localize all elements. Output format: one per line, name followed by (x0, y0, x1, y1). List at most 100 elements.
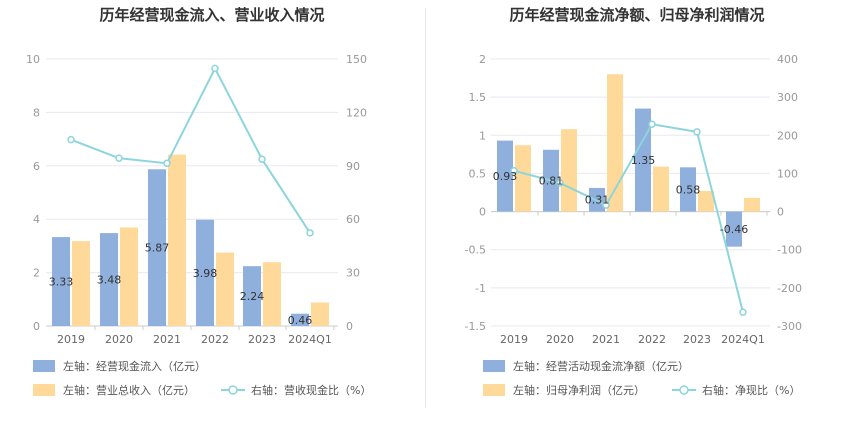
chart1-bar-series1 (52, 237, 70, 326)
chart2-left-tick-label: -1 (475, 282, 486, 295)
chart2-x-tick-label: 2019 (500, 333, 528, 346)
chart1-legend-marker (228, 385, 238, 395)
chart2-x-tick-label: 2022 (638, 333, 666, 346)
chart2-x-tick-label: 2023 (683, 333, 711, 346)
chart1-left-tick-label: 4 (33, 213, 40, 226)
chart2-left-tick-label: 0.5 (469, 167, 487, 180)
chart2-data-label: 1.35 (631, 154, 656, 167)
chart1-x-tick-label: 2022 (201, 333, 229, 346)
chart1-x-tick-label: 2024Q1 (288, 333, 332, 346)
chart2-bar-series2 (698, 190, 714, 212)
chart2-legend-swatch (483, 360, 505, 372)
chart2-legend-marker (679, 385, 689, 395)
chart2-right-tick-label: -100 (777, 244, 802, 257)
chart2-legend-label: 左轴：经营活动现金流净额（亿元） (513, 359, 689, 373)
chart2-line-point (510, 167, 518, 175)
chart1-legend-label: 左轴：经营现金流入（亿元） (63, 359, 206, 373)
chart1-data-label: 2.24 (240, 290, 265, 303)
chart2-legend-label: 左轴：归母净利润（亿元） (513, 383, 645, 397)
chart1-title: 历年经营现金流入、营业收入情况 (99, 6, 324, 24)
chart2-right-tick-label: 400 (777, 53, 798, 66)
chart1-line-point (115, 154, 123, 162)
chart2-line-point (648, 120, 656, 128)
chart2-right-tick-label: -200 (777, 282, 802, 295)
chart2-bar-series2 (515, 145, 531, 212)
chart1-right-tick-label: 120 (346, 106, 367, 119)
chart1-bar-series1 (148, 169, 166, 326)
chart1-left-tick-label: 0 (33, 320, 40, 333)
chart2-line-point (602, 201, 610, 209)
chart2-bar-series2 (607, 74, 623, 212)
chart1-data-label: 0.46 (288, 314, 313, 327)
chart1-line-series3 (70, 66, 311, 234)
chart1-x-tick-label: 2020 (105, 333, 133, 346)
chart1-right-tick-label: 30 (346, 267, 360, 280)
chart2-title: 历年经营现金流净额、归母净利润情况 (509, 6, 764, 24)
chart1-bar-series2 (72, 241, 90, 326)
chart2-right-tick-label: -300 (777, 320, 802, 333)
chart1-bar-series2 (216, 252, 234, 326)
chart1-data-label: 3.48 (97, 274, 122, 287)
chart1-data-label: 3.98 (193, 267, 218, 280)
chart2-bar-series1 (726, 211, 742, 247)
chart2-left-tick-label: 1.5 (469, 91, 487, 104)
chart2-data-label: 0.58 (676, 183, 701, 196)
chart1-bar-series2 (168, 154, 186, 326)
chart1-data-label: 3.33 (49, 276, 74, 289)
chart1-line-point (258, 155, 266, 163)
chart1-line-point (163, 159, 171, 168)
chart2-bar-series1 (497, 140, 513, 212)
chart1-left-tick-label: 10 (26, 53, 40, 66)
chart1-bar-series2 (311, 302, 329, 326)
chart2-right-tick-label: 0 (777, 206, 784, 219)
chart1-bar-series1 (100, 233, 118, 326)
chart2-x-tick-label: 2021 (592, 333, 620, 346)
chart2-legend-swatch (483, 384, 505, 396)
chart2-bar-series2 (744, 197, 760, 212)
chart1-right-tick-label: 0 (346, 320, 353, 333)
chart2-left-tick-label: -1.5 (465, 320, 486, 333)
chart2-data-label: 0.31 (585, 194, 610, 207)
chart1-right-tick-label: 150 (346, 53, 367, 66)
chart2-right-tick-label: 100 (777, 167, 798, 180)
chart2-x-tick-label: 2024Q1 (721, 333, 765, 346)
chart1-bar-series2 (120, 227, 138, 326)
chart2-bar-series2 (561, 129, 577, 212)
chart1-x-tick-label: 2021 (153, 333, 181, 346)
chart1-line-point (67, 135, 75, 144)
chart2-bar-series1 (680, 167, 696, 212)
chart1-right-tick-label: 60 (346, 213, 360, 226)
chart2-data-label: 0.81 (539, 175, 564, 188)
chart2-right-tick-label: 200 (777, 129, 798, 142)
chart1-x-tick-label: 2023 (248, 333, 276, 346)
chart2-left-tick-label: 2 (479, 53, 486, 66)
chart1-line-point (306, 229, 314, 237)
chart1-data-label: 5.87 (145, 242, 170, 255)
chart1-bar-series1 (243, 266, 261, 326)
chart1-left-tick-label: 8 (33, 106, 40, 119)
chart1-legend-swatch (33, 360, 55, 372)
chart1-legend-label: 右轴：营收现金比（%） (251, 383, 371, 397)
chart2-left-tick-label: 0 (479, 206, 486, 219)
chart2-line-point (739, 308, 747, 317)
chart2-line-point (693, 128, 701, 136)
chart2-right-tick-label: 300 (777, 91, 798, 104)
chart2-left-tick-label: 1 (479, 129, 486, 142)
chart1-bar-series2 (263, 262, 281, 326)
chart2-left-tick-label: -0.5 (465, 244, 486, 257)
chart2-bar-series2 (653, 166, 669, 212)
chart1-x-tick-label: 2019 (57, 333, 85, 346)
chart1-bar-series1 (196, 219, 214, 326)
panel-divider (425, 8, 426, 408)
chart2-data-label: -0.46 (720, 223, 748, 236)
chart1-line-point (211, 64, 219, 73)
chart1-left-tick-label: 6 (33, 160, 40, 173)
chart1-right-tick-label: 90 (346, 160, 360, 173)
chart1-legend-label: 左轴：营业总收入（亿元） (63, 383, 195, 397)
chart1-left-tick-label: 2 (33, 267, 40, 280)
chart2-x-tick-label: 2020 (546, 333, 574, 346)
chart1-legend-swatch (33, 384, 55, 396)
chart2-data-label: 0.93 (493, 170, 518, 183)
